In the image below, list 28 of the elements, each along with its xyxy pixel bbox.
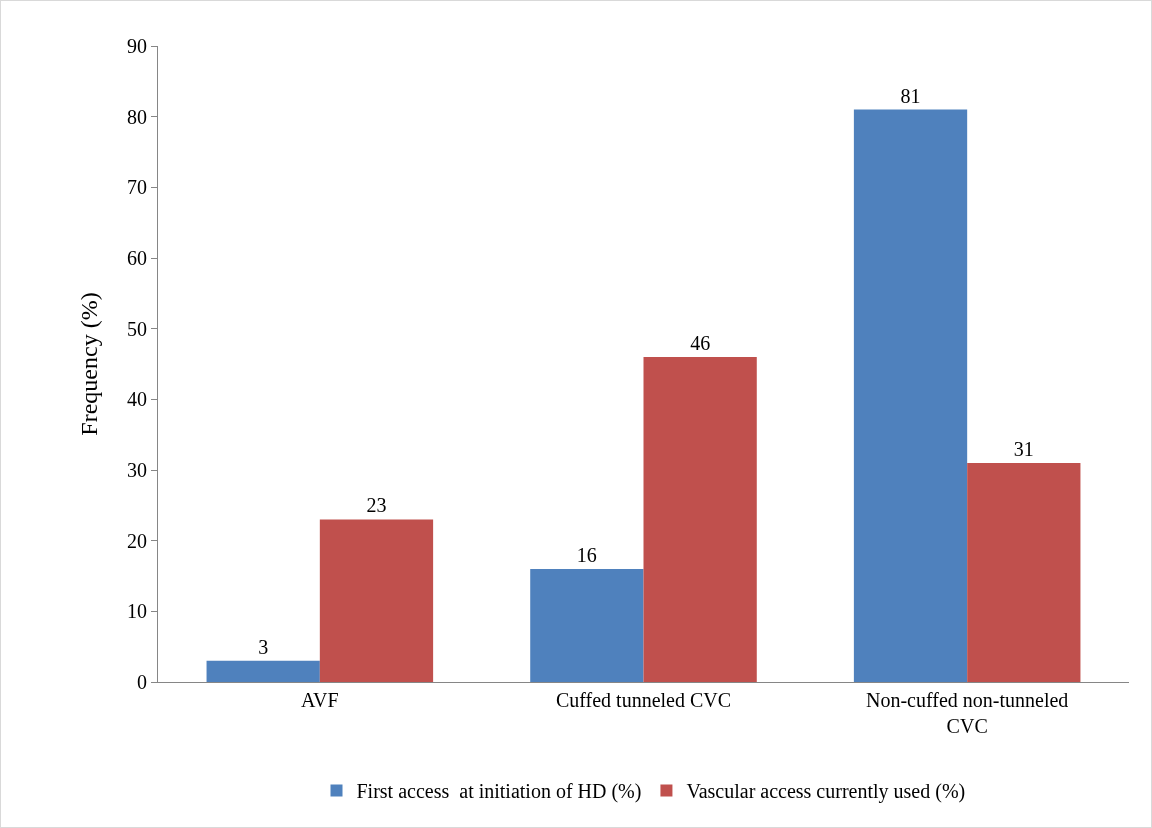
y-tick-label: 0 [137, 671, 147, 693]
bar [319, 519, 434, 682]
y-tick-label: 50 [127, 317, 147, 340]
bar [967, 462, 1081, 682]
bar [853, 109, 968, 682]
x-tick-label: Non-cuffed non-tunneled CVC [866, 689, 1069, 737]
x-tick-label: AVF [301, 689, 339, 711]
x-tick-label: Cuffed tunneled CVC [555, 689, 732, 711]
data-label: 81 [900, 84, 921, 107]
legend-label: First access at initiation of HD (%) [356, 780, 642, 804]
bar [206, 660, 320, 682]
y-tick-label: 80 [127, 105, 147, 128]
y-tick-label: 40 [127, 388, 147, 411]
data-label: 46 [690, 331, 711, 354]
data-label: 3 [258, 635, 269, 658]
y-tick-label: 30 [127, 459, 147, 481]
y-tick-label: 10 [127, 600, 147, 623]
bar [530, 568, 644, 682]
y-tick-label: 60 [127, 247, 147, 269]
y-tick-label: 70 [127, 176, 147, 199]
y-tick-label: 20 [127, 529, 147, 552]
data-label: 23 [366, 494, 387, 517]
data-label: 31 [1013, 437, 1034, 460]
legend-label: Vascular access currently used (%) [686, 780, 966, 804]
y-axis-title: Frequency (%) [76, 292, 103, 436]
data-label: 16 [576, 543, 597, 566]
bar [643, 356, 757, 682]
y-tick-label: 90 [127, 35, 147, 57]
